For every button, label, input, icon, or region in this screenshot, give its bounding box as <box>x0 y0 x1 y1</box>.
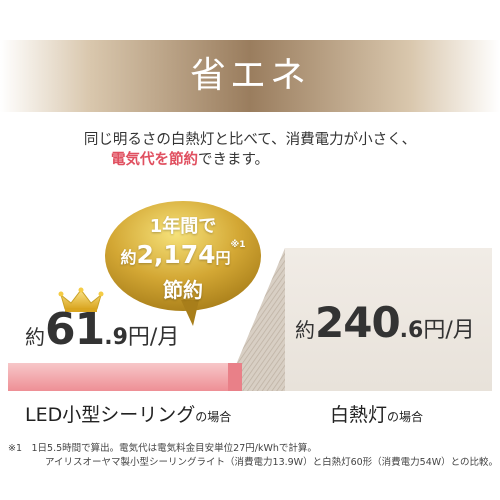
led-cost-bar-edge <box>228 363 242 391</box>
page-title: 省エネ <box>189 55 310 96</box>
bulb-cost-decimal: .6 <box>399 318 424 343</box>
intro-line-2: 電気代を節約できます。 <box>0 148 440 169</box>
led-cost-prefix: 約 <box>25 325 45 349</box>
bulb-cost-unit: 円/月 <box>423 318 475 343</box>
led-cost-integer: 61 <box>45 304 105 355</box>
led-label-main: LED小型シーリング <box>25 404 196 426</box>
led-cost-unit: 円/月 <box>127 325 180 350</box>
title-band <box>0 40 500 112</box>
savings-amount-line: 約2,174円※1 <box>103 240 263 269</box>
savings-note-mark: ※1 <box>230 240 246 250</box>
bulb-label-main: 白熱灯 <box>330 404 388 426</box>
savings-label: 節約 <box>163 278 203 302</box>
bulb-monthly-cost: 約240.6円/月 <box>295 298 475 347</box>
intro-highlight: 電気代を節約 <box>110 152 198 168</box>
led-label: LED小型シーリングの場合 <box>25 400 231 427</box>
led-cost-bar <box>8 363 242 391</box>
footnote-line-1: ※1 1日5.5時間で算出。電気代は電気料金目安単位27円/kWhで計算。 <box>8 443 317 454</box>
intro-line-2-rest: できます。 <box>197 152 270 168</box>
savings-period: 1年間で <box>149 216 217 237</box>
savings-unit: 円 <box>215 249 231 267</box>
led-cost-decimal: .9 <box>104 325 128 350</box>
led-label-suffix: の場合 <box>195 410 232 424</box>
bulb-label: 白熱灯の場合 <box>330 400 423 427</box>
crown-icon <box>58 287 104 312</box>
savings-amount: 2,174 <box>136 240 216 269</box>
savings-bubble <box>105 201 261 326</box>
footnote-line-2: アイリスオーヤマ製小型シーリングライト（消費電力13.9W）と白熱灯60形（消費… <box>45 457 499 468</box>
led-monthly-cost: 約61.9円/月 <box>25 304 179 356</box>
bulb-cost-prefix: 約 <box>295 318 315 342</box>
bulb-cost-integer: 240 <box>315 298 401 347</box>
bulb-cost-block <box>285 248 492 391</box>
bulb-label-suffix: の場合 <box>387 410 424 424</box>
bulb-block-slant <box>225 248 287 391</box>
savings-prefix: 約 <box>120 248 137 267</box>
intro-line-1: 同じ明るさの白熱灯と比べて、消費電力が小さく、 <box>83 132 417 148</box>
